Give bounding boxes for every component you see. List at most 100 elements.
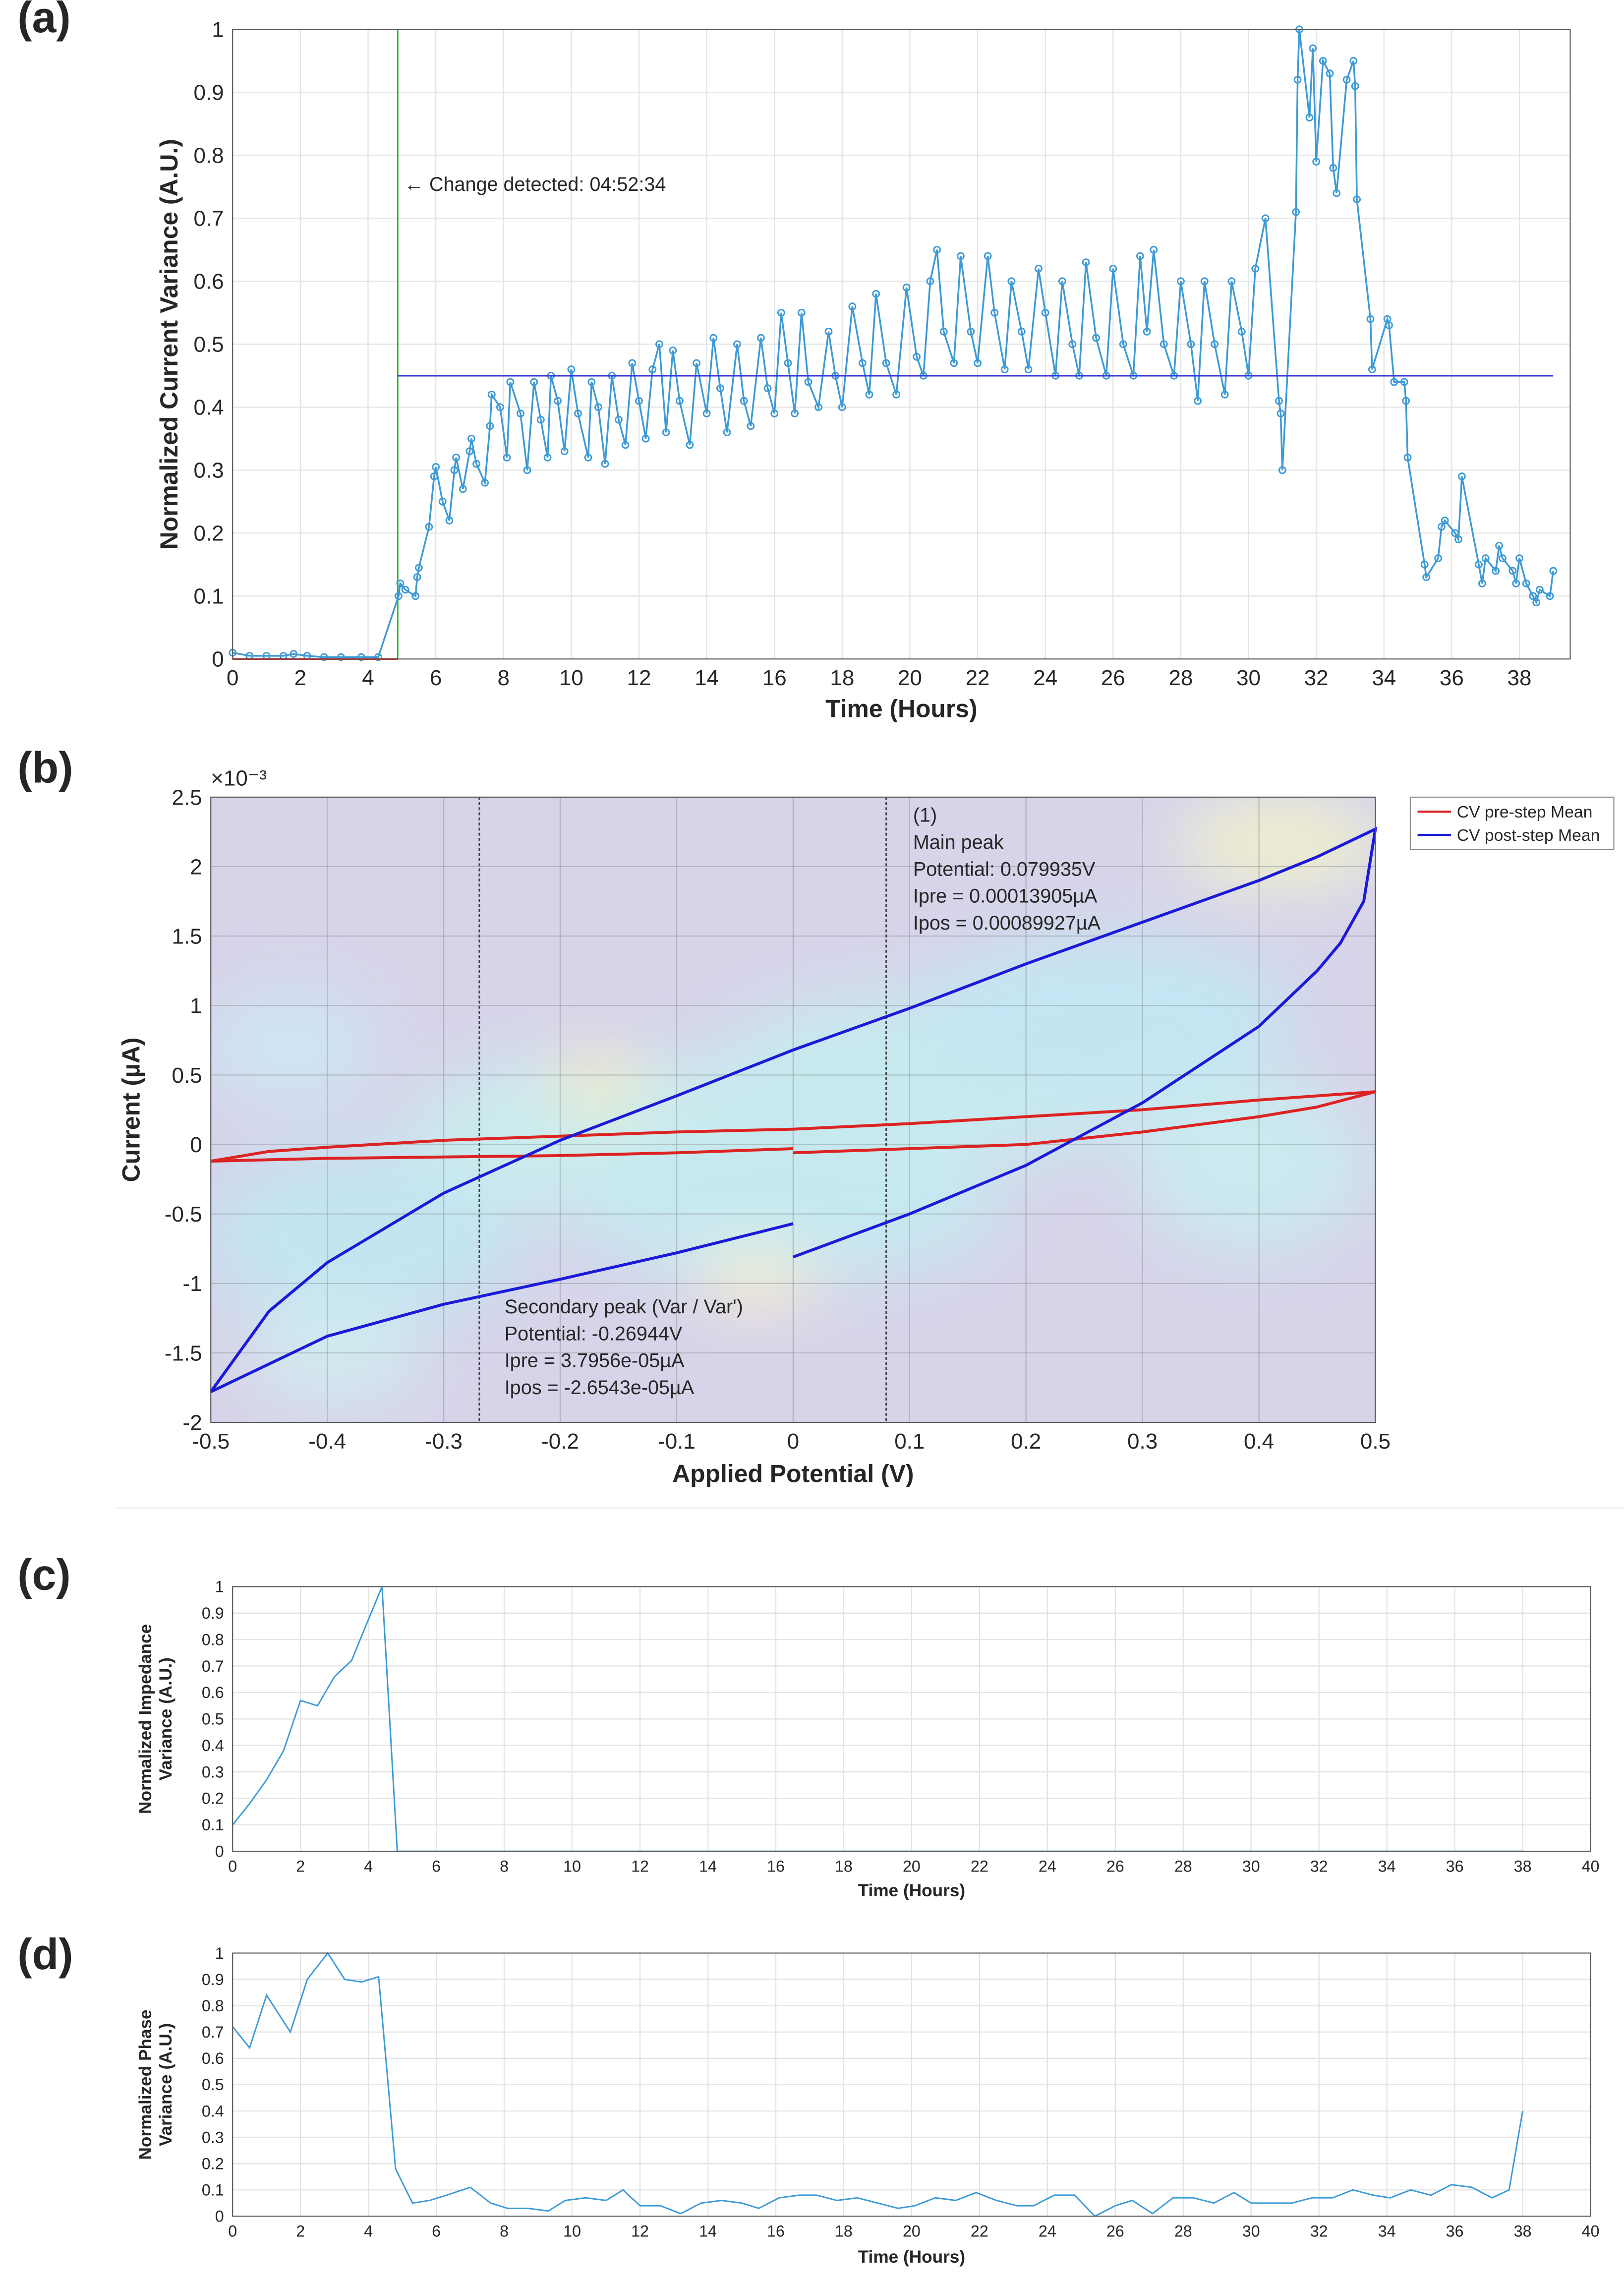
x-axis-label: Applied Potential (V) <box>672 1460 914 1487</box>
data-point <box>1143 327 1151 336</box>
data-point <box>523 466 531 474</box>
data-point <box>1237 327 1246 336</box>
data-point <box>1278 466 1286 474</box>
x-tick-label: 0 <box>228 1857 237 1875</box>
data-point <box>459 485 467 493</box>
y-tick-label: 0.5 <box>194 333 224 357</box>
y-tick-label: 0.8 <box>194 144 224 168</box>
data-point <box>413 573 421 582</box>
data-point <box>926 277 934 286</box>
data-point <box>1058 277 1066 286</box>
data-point <box>777 308 785 317</box>
y-tick-label: 0.1 <box>194 585 224 609</box>
x-tick-label: 22 <box>971 1857 988 1875</box>
y-tick-label: 0.4 <box>202 1737 224 1755</box>
axes-box <box>232 29 1571 660</box>
y-tick-label: 0.2 <box>202 1790 224 1808</box>
data-point <box>1024 365 1033 374</box>
data-point <box>543 453 552 462</box>
x-tick-label: -0.1 <box>658 1429 696 1454</box>
data-point <box>1529 592 1537 600</box>
data-point <box>1041 308 1049 317</box>
data-point <box>1194 397 1202 405</box>
plot-area <box>232 1951 1524 2218</box>
data-line <box>232 1586 1523 1852</box>
x-tick-label: -0.4 <box>308 1429 346 1454</box>
data-point <box>797 308 806 317</box>
y-tick-label: 0.8 <box>202 1631 224 1648</box>
data-point <box>770 410 779 417</box>
x-tick-label: 16 <box>767 2222 785 2240</box>
data-point <box>1478 579 1486 587</box>
x-tick-label: -0.5 <box>192 1429 230 1454</box>
annotation-line: Potential: -0.26944V <box>505 1323 683 1345</box>
x-tick-label: 4 <box>364 2222 373 2240</box>
data-point <box>716 384 724 393</box>
data-point <box>1353 195 1361 204</box>
data-point <box>933 245 941 254</box>
x-tick-label: 16 <box>767 1857 785 1875</box>
y-tick-label: 0.7 <box>194 207 224 231</box>
x-tick-label: 26 <box>1106 1857 1124 1875</box>
annotation-line: Ipos = -2.6543e-05µA <box>505 1377 695 1399</box>
panel-label: (d) <box>17 1930 73 1979</box>
data-point <box>396 579 405 587</box>
x-tick-label: 18 <box>835 2222 853 2240</box>
data-point <box>395 592 403 600</box>
y-tick-label: 0.9 <box>202 1971 224 1989</box>
x-tick-label: 4 <box>362 666 374 690</box>
data-point <box>1495 541 1503 550</box>
x-tick-label: 8 <box>497 666 509 690</box>
data-point <box>858 359 867 367</box>
y-tick-label: 0.6 <box>202 1684 224 1701</box>
data-point <box>1276 410 1285 417</box>
data-point <box>628 359 637 367</box>
y-tick-label: -1 <box>183 1272 202 1296</box>
data-point <box>1333 189 1341 197</box>
y-tick-label: 0 <box>212 647 224 672</box>
y-tick-label: 0.9 <box>202 1604 224 1622</box>
data-point <box>1342 76 1351 84</box>
x-tick-label: 30 <box>1236 666 1261 690</box>
data-point <box>1007 277 1016 286</box>
data-point <box>472 460 481 468</box>
x-tick-label: 0 <box>787 1429 799 1454</box>
annotation-line: Ipre = 0.00013905µA <box>913 885 1098 907</box>
x-tick-label: 28 <box>1168 666 1193 690</box>
x-tick-label: 12 <box>631 2222 649 2240</box>
data-point <box>1385 321 1393 330</box>
y-tick-label: -0.5 <box>165 1202 202 1227</box>
y-tick-label: -1.5 <box>165 1341 202 1365</box>
data-point <box>740 397 748 405</box>
data-point <box>723 428 731 437</box>
data-point <box>1422 573 1431 582</box>
data-point <box>1326 69 1334 78</box>
y-tick-label: 1 <box>215 1944 224 1962</box>
y-tick-label: 2 <box>190 855 202 879</box>
y-tick-label: 0.5 <box>172 1063 202 1088</box>
data-point <box>574 410 582 417</box>
data-point <box>1451 529 1459 537</box>
data-point <box>662 428 670 437</box>
plot-area <box>229 25 1558 661</box>
x-tick-label: 0 <box>228 2222 237 2240</box>
data-point <box>467 434 475 443</box>
data-point <box>337 653 345 661</box>
data-point <box>1227 277 1236 286</box>
x-tick-label: 6 <box>432 1857 441 1875</box>
x-tick-label: 8 <box>500 2222 509 2240</box>
annotation-line: Secondary peak (Var / Var') <box>505 1296 743 1318</box>
y-tick-label: 0 <box>215 1842 224 1860</box>
plot-area <box>232 1586 1523 1852</box>
data-point <box>432 463 440 471</box>
data-point <box>554 397 562 405</box>
data-point <box>1177 277 1185 286</box>
axes-box <box>232 1952 1591 2217</box>
data-point <box>669 347 677 354</box>
data-point <box>357 653 365 661</box>
axes-box <box>232 1586 1591 1852</box>
data-point <box>401 585 409 594</box>
data-point <box>1434 554 1442 562</box>
annotation-line: Potential: 0.079935V <box>913 858 1096 880</box>
